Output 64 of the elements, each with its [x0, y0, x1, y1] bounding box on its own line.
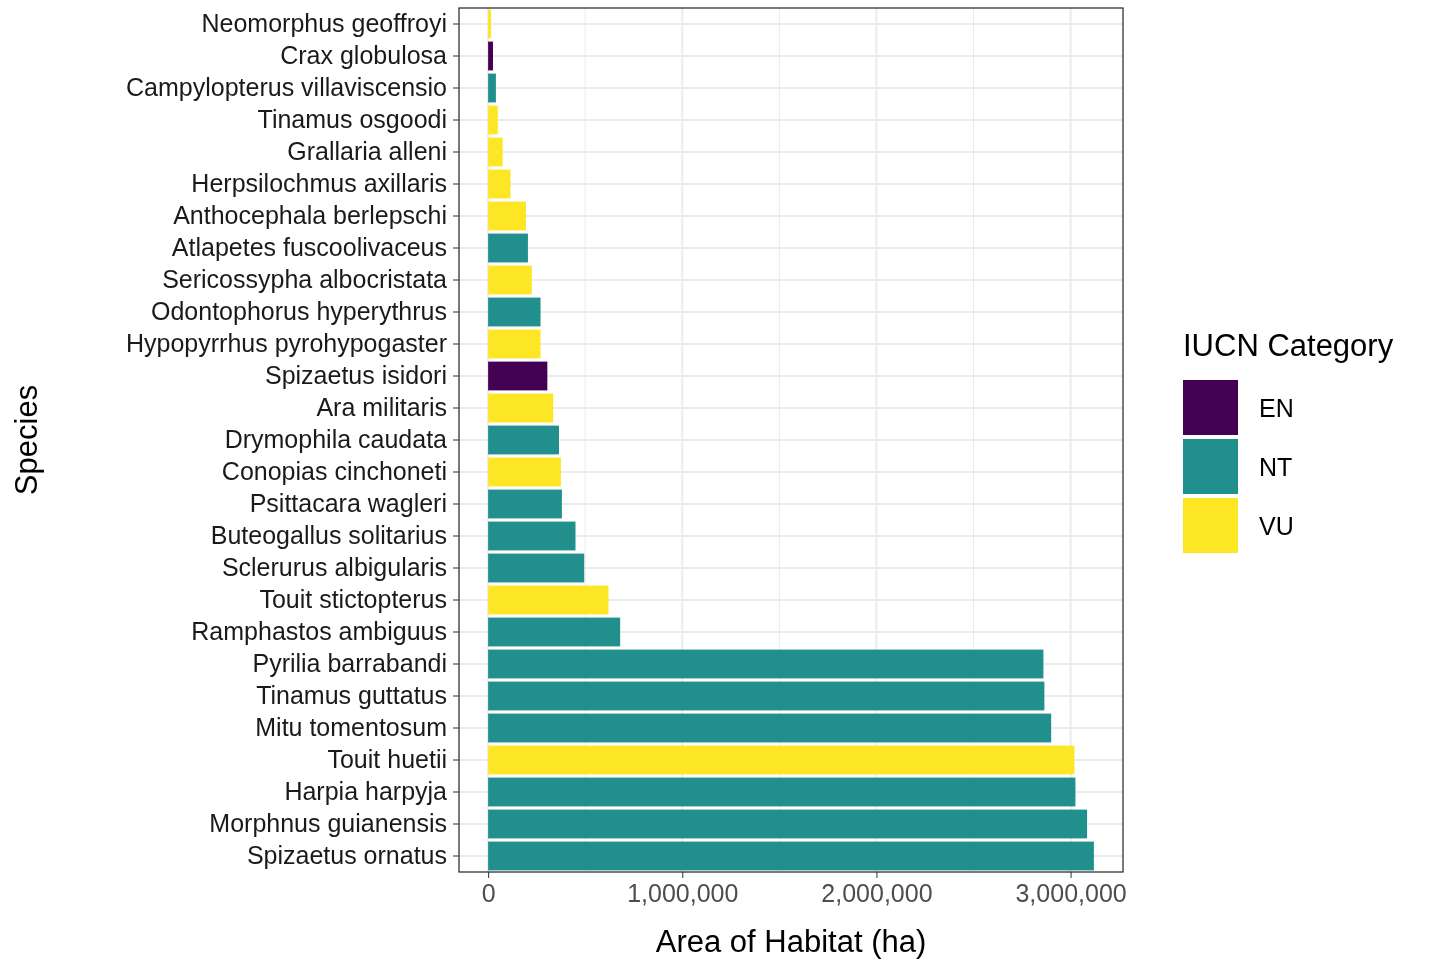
legend-label: NT: [1259, 453, 1293, 481]
y-tick-label: Odontophorus hyperythrus: [150, 297, 447, 325]
y-tick-label: Tinamus osgoodi: [257, 105, 447, 133]
bar: [488, 297, 541, 327]
bar: [488, 649, 1044, 679]
y-tick-label: Drymophila caudata: [224, 425, 448, 453]
legend-title: IUCN Category: [1183, 328, 1394, 363]
y-tick-label: Anthocephala berlepschi: [173, 201, 447, 229]
bar: [488, 105, 498, 135]
bar: [488, 41, 493, 71]
y-tick-label: Sericossypha albocristata: [162, 265, 448, 293]
bar: [488, 521, 576, 551]
y-tick-label: Touit stictopterus: [259, 585, 447, 613]
y-tick-label: Buteogallus solitarius: [210, 521, 447, 549]
bar: [488, 329, 541, 359]
bar: [488, 617, 621, 647]
bar: [488, 553, 585, 583]
y-tick-label: Hypopyrrhus pyrohypogaster: [126, 329, 447, 357]
y-tick-label: Conopias cinchoneti: [221, 457, 447, 485]
x-axis-title: Area of Habitat (ha): [655, 924, 927, 959]
legend-label: VU: [1259, 512, 1294, 540]
y-tick-label: Ramphastos ambiguus: [191, 617, 447, 645]
y-tick-label: Psittacara wagleri: [249, 489, 447, 517]
x-tick-label: 3,000,000: [1015, 878, 1127, 907]
bar: [488, 201, 526, 231]
bar: [488, 169, 511, 199]
legend-label: EN: [1259, 394, 1294, 422]
y-tick-label: Mitu tomentosum: [255, 713, 447, 741]
bar: [488, 777, 1076, 807]
y-tick-label: Touit huetii: [327, 745, 447, 773]
bar: [488, 457, 561, 487]
bar: [488, 809, 1088, 839]
y-tick-label: Herpsilochmus axillaris: [191, 169, 447, 197]
x-tick-label: 2,000,000: [821, 878, 933, 907]
y-axis-title: Species: [9, 384, 44, 496]
bar: [488, 681, 1045, 711]
bar: [488, 841, 1094, 871]
y-tick-label: Neomorphus geoffroyi: [201, 9, 447, 37]
bar: [488, 73, 496, 103]
y-tick-label: Crax globulosa: [280, 41, 448, 69]
y-tick-label: Tinamus guttatus: [256, 681, 447, 709]
y-tick-label: Ara militaris: [316, 393, 447, 421]
bar: [488, 233, 528, 263]
bar: [488, 713, 1052, 743]
y-tick-label: Sclerurus albigularis: [221, 553, 447, 581]
bar: [488, 361, 548, 391]
y-tick-label: Spizaetus isidori: [264, 361, 447, 389]
bar: [488, 425, 559, 455]
bar: [488, 265, 532, 295]
bar: [488, 489, 562, 519]
y-tick-label: Harpia harpyja: [284, 777, 448, 805]
x-tick-label: 0: [481, 878, 496, 907]
y-tick-label: Atlapetes fuscoolivaceus: [171, 233, 447, 261]
bar: [488, 745, 1075, 775]
y-tick-label: Pyrilia barrabandi: [252, 649, 447, 677]
y-tick-label: Grallaria alleni: [287, 137, 447, 165]
bar: [488, 393, 554, 423]
y-tick-label: Spizaetus ornatus: [246, 841, 447, 869]
bar: [488, 585, 609, 615]
bar: [488, 9, 492, 39]
y-tick-label: Campylopterus villaviscensio: [126, 73, 447, 101]
y-tick-label: Morphnus guianensis: [209, 809, 447, 837]
x-tick-label: 1,000,000: [627, 878, 739, 907]
bar: [488, 137, 503, 167]
